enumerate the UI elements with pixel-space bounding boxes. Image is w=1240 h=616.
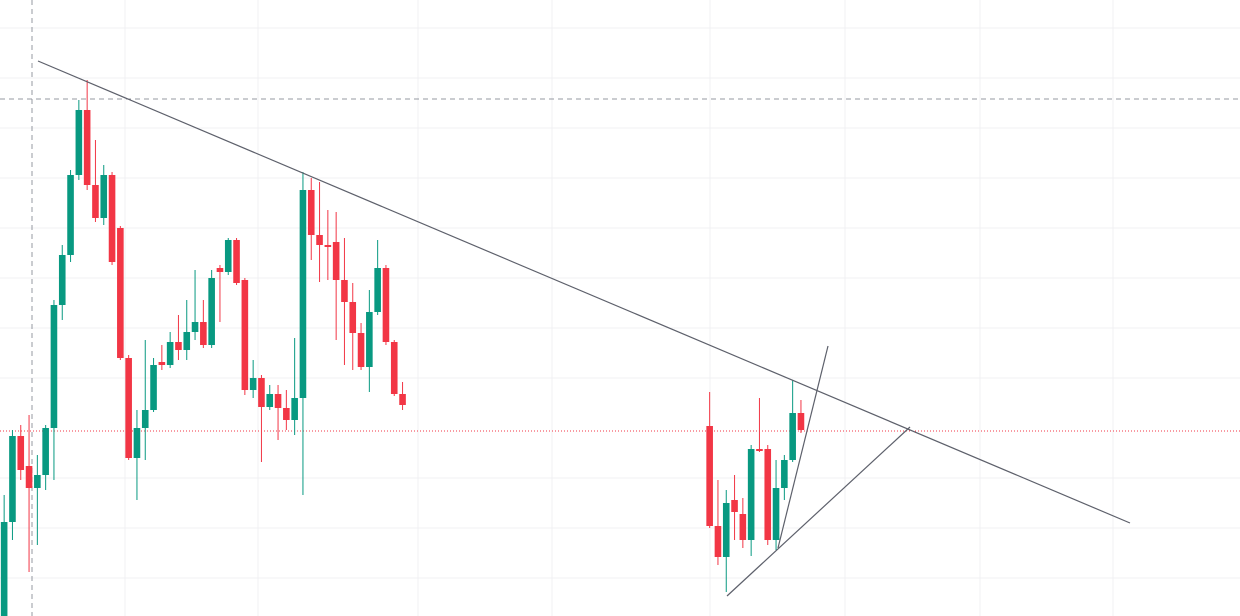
candle-body: [258, 378, 265, 407]
candle-body: [781, 460, 788, 488]
candle-body: [324, 245, 332, 247]
candle-body: [166, 342, 174, 365]
candle-body: [249, 378, 257, 390]
candle-body: [25, 466, 33, 488]
candle-body: [789, 413, 796, 460]
candle-body: [9, 436, 16, 522]
candle-body: [183, 332, 191, 350]
candle-body: [722, 503, 730, 557]
candle-body: [133, 428, 141, 458]
candle-body: [399, 394, 406, 405]
candle-body: [731, 500, 738, 512]
candle-body: [382, 268, 390, 342]
candle-body: [764, 449, 772, 540]
trend-line: [37, 60, 1131, 524]
candle-body: [108, 175, 116, 262]
candle-body: [233, 240, 240, 283]
candle-body: [357, 333, 365, 367]
candle-body: [200, 322, 207, 345]
candle-body: [100, 175, 108, 218]
candle-body: [191, 322, 199, 332]
candle-body: [208, 278, 215, 345]
candle-body: [141, 410, 149, 428]
candle-body: [17, 436, 25, 470]
trend-line: [726, 426, 911, 597]
candle-body: [50, 305, 58, 428]
candle-body: [797, 413, 805, 430]
candle-body: [216, 268, 224, 272]
candle-body: [299, 190, 307, 398]
candle-body: [92, 185, 99, 218]
candle-body: [772, 488, 780, 540]
candle-body: [224, 240, 232, 272]
candle-body: [374, 268, 381, 312]
candle-body: [366, 312, 373, 367]
candle-body: [747, 449, 755, 540]
candle-body: [291, 398, 298, 420]
candle-body: [274, 394, 282, 408]
candle-body: [117, 228, 124, 358]
candle-body: [714, 526, 722, 557]
candle-body: [34, 475, 41, 488]
candle-body: [83, 110, 91, 185]
candle-body: [42, 428, 49, 475]
candle-body: [316, 235, 323, 245]
candle-body: [125, 358, 132, 458]
candle-body: [307, 190, 315, 235]
candle-body: [241, 280, 249, 390]
candle-body: [341, 280, 348, 302]
trend-line: [777, 345, 829, 549]
candle-body: [390, 342, 398, 394]
candle-body: [266, 394, 274, 407]
candle-body: [349, 302, 357, 333]
candle-body: [283, 408, 290, 420]
candle-body: [67, 175, 74, 255]
candle-body: [175, 342, 182, 350]
candle-body: [756, 449, 763, 451]
candle-body: [75, 110, 83, 175]
candle-body: [706, 426, 713, 526]
candles: [0, 80, 805, 616]
candle-body: [58, 255, 66, 305]
candle-body: [150, 365, 157, 410]
candle-body: [739, 514, 747, 540]
candle-body: [332, 242, 340, 280]
candle-body: [0, 522, 8, 616]
candle-body: [158, 362, 166, 365]
